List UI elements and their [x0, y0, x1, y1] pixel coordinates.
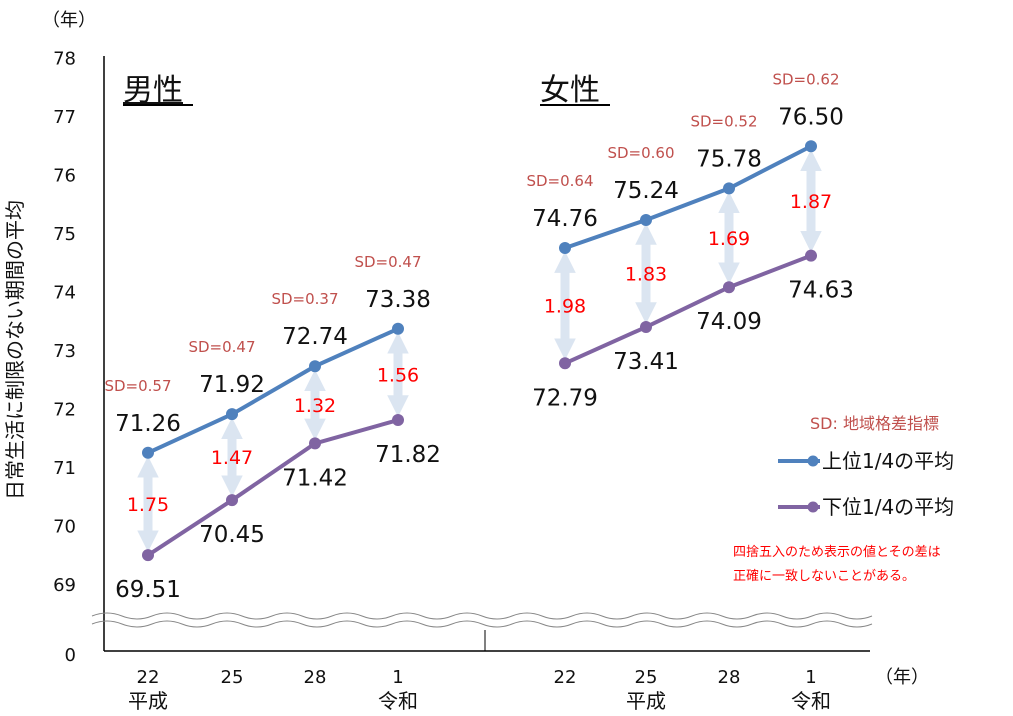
legend-label-upper: 上位1/4の平均 — [822, 449, 954, 473]
lower-value-label: 74.09 — [696, 309, 762, 335]
lower-data-point — [226, 494, 238, 506]
sd-label: SD=0.52 — [690, 112, 757, 130]
y-tick-label: 76 — [53, 166, 76, 187]
legend-title: SD: 地域格差指標 — [810, 414, 939, 433]
x-tick-label: 25 — [635, 667, 658, 688]
panel-title-male: 男性 — [123, 73, 183, 108]
lower-data-point — [805, 250, 817, 262]
x-tick-label: 22 — [137, 667, 160, 688]
upper-data-point — [723, 182, 735, 194]
upper-data-point — [559, 242, 571, 254]
lower-series-line — [148, 420, 398, 555]
legend-item-upper: 上位1/4の平均 — [778, 449, 954, 473]
note-line-2: 正確に一致しないことがある。 — [733, 568, 915, 584]
legend-item-lower: 下位1/4の平均 — [778, 495, 954, 519]
sd-label: SD=0.47 — [188, 338, 255, 356]
y-tick-label: 72 — [53, 400, 76, 421]
upper-data-point — [805, 140, 817, 152]
diff-label: 1.87 — [790, 191, 832, 213]
x-tick-label: 1 — [392, 667, 403, 688]
y-tick-label: 75 — [53, 224, 76, 245]
lower-data-point — [309, 437, 321, 449]
lower-data-point — [559, 357, 571, 369]
panel-title-female: 女性 — [540, 73, 600, 108]
lower-series-line — [565, 256, 811, 364]
legend-label-lower: 下位1/4の平均 — [822, 495, 954, 519]
lower-data-point — [723, 281, 735, 293]
y-tick-label: 78 — [53, 49, 76, 70]
lower-value-label: 70.45 — [199, 522, 265, 548]
upper-data-point — [142, 447, 154, 459]
upper-value-label: 76.50 — [778, 104, 844, 130]
lower-value-label: 71.82 — [375, 442, 441, 468]
y-tick-label: 69 — [53, 575, 76, 596]
lower-data-point — [142, 549, 154, 561]
upper-data-point — [640, 214, 652, 226]
upper-series-line — [148, 329, 398, 453]
lower-value-label: 73.41 — [613, 349, 679, 375]
upper-data-point — [309, 360, 321, 372]
y-tick-label: 0 — [65, 645, 76, 666]
x-tick-label: 22 — [554, 667, 577, 688]
diff-label: 1.69 — [708, 228, 750, 250]
upper-value-label: 74.76 — [532, 206, 598, 232]
y-axis-label: 日常生活に制限のない期間の平均 — [3, 200, 27, 500]
upper-value-label: 73.38 — [365, 287, 431, 313]
upper-value-label: 75.78 — [696, 146, 762, 172]
sd-label: SD=0.47 — [354, 253, 421, 271]
lower-value-label: 69.51 — [115, 577, 181, 603]
y-ticks: 78 77 76 75 74 73 72 71 70 69 0 — [53, 49, 76, 667]
x-era-label: 平成 — [128, 689, 168, 713]
x-tick-label: 1 — [805, 667, 816, 688]
diff-label: 1.47 — [211, 447, 253, 469]
x-era-label: 令和 — [791, 689, 831, 713]
upper-value-label: 72.74 — [282, 324, 348, 350]
y-tick-label: 71 — [53, 458, 76, 479]
upper-value-label: 71.26 — [115, 411, 181, 437]
sd-label: SD=0.57 — [104, 377, 171, 395]
upper-data-point — [226, 408, 238, 420]
sd-label: SD=0.64 — [526, 172, 593, 190]
x-era-label: 令和 — [378, 689, 418, 713]
lower-value-label: 72.79 — [532, 385, 598, 411]
sd-label: SD=0.60 — [607, 144, 674, 162]
legend-marker-upper — [808, 456, 819, 467]
y-tick-label: 74 — [53, 283, 76, 304]
x-tick-label: 28 — [304, 667, 327, 688]
note-line-1: 四捨五入のため表示の値とその差は — [733, 544, 941, 560]
x-unit-label: （年） — [875, 667, 929, 688]
upper-value-label: 75.24 — [613, 178, 679, 204]
y-unit-label: （年） — [42, 10, 96, 31]
upper-data-point — [392, 323, 404, 335]
diff-label: 1.98 — [544, 296, 586, 318]
y-tick-label: 77 — [53, 107, 76, 128]
y-tick-label: 70 — [53, 517, 76, 538]
sd-label: SD=0.62 — [772, 70, 839, 88]
lower-value-label: 71.42 — [282, 465, 348, 491]
x-era-label: 平成 — [626, 689, 666, 713]
upper-series-line — [565, 146, 811, 248]
diff-label: 1.56 — [377, 364, 419, 386]
x-tick-label: 28 — [718, 667, 741, 688]
data-labels: 71.26 SD=0.57 1.75 71.92 SD=0.47 1.47 72.74 SD=… — [104, 70, 853, 603]
axis-break — [92, 613, 872, 627]
diff-label: 1.83 — [625, 263, 667, 285]
lower-value-label: 74.63 — [788, 278, 854, 304]
y-tick-label: 73 — [53, 341, 76, 362]
legend-marker-lower — [808, 502, 819, 513]
diff-label: 1.75 — [127, 494, 169, 516]
x-tick-label: 25 — [221, 667, 244, 688]
lower-data-point — [640, 321, 652, 333]
diff-label: 1.32 — [294, 395, 336, 417]
sd-label: SD=0.37 — [271, 290, 338, 308]
upper-value-label: 71.92 — [199, 372, 265, 398]
lower-data-point — [392, 414, 404, 426]
